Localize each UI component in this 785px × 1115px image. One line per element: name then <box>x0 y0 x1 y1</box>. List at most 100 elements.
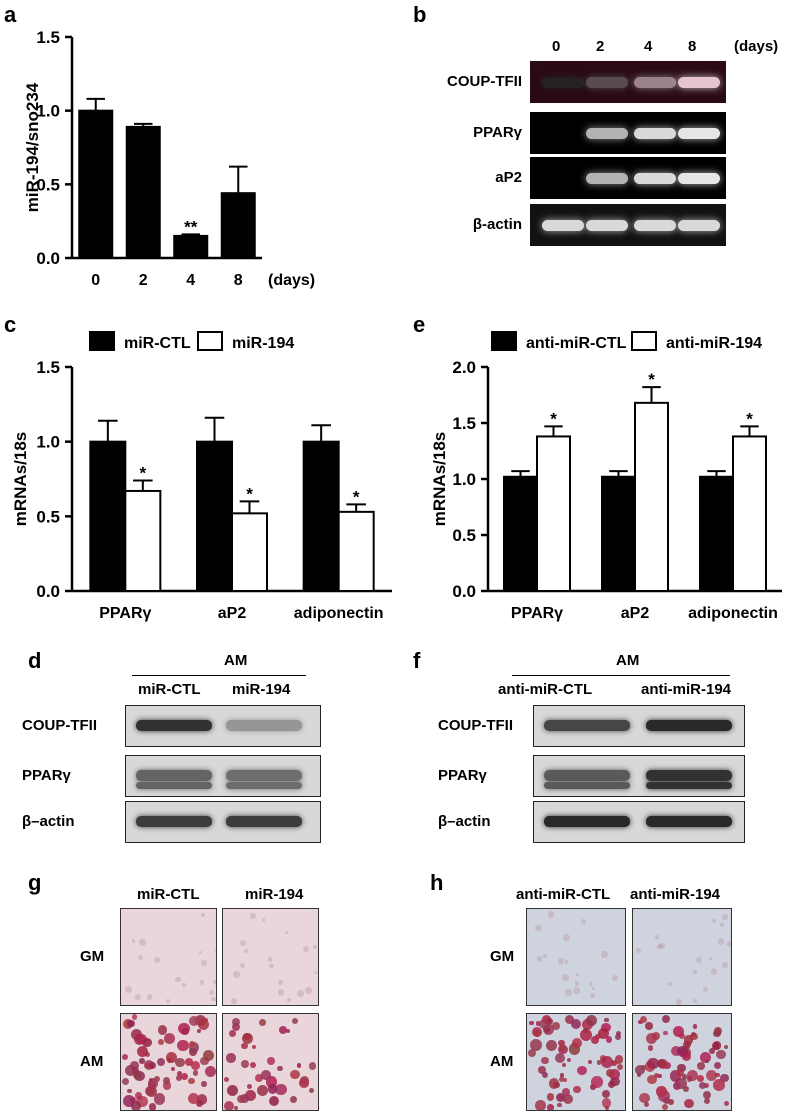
y-tick-label: 0.0 <box>36 582 60 601</box>
gel-band <box>678 128 720 139</box>
gel-strip <box>530 112 726 154</box>
x-tick-label: adiponectin <box>688 605 778 622</box>
blot-band <box>136 782 212 789</box>
blot-band <box>646 782 732 789</box>
blot-row-label: PPARγ <box>22 767 71 784</box>
bar <box>231 512 268 592</box>
bar <box>125 125 161 259</box>
legend-label: miR-194 <box>232 335 294 352</box>
blot-band <box>544 770 630 781</box>
gel-band <box>586 220 628 231</box>
blot-band <box>136 770 212 781</box>
bar <box>302 440 340 592</box>
gel-band <box>634 128 676 139</box>
stain-micrograph <box>120 1013 217 1111</box>
blot-strip <box>533 801 745 843</box>
y-axis-label: mRNAs/18s <box>11 432 30 527</box>
gel-band <box>678 220 720 231</box>
blot-band <box>226 720 302 731</box>
y-tick-label: 1.0 <box>36 433 60 452</box>
legend-label: miR-CTL <box>124 335 191 352</box>
gel-lane-label: 4 <box>644 38 653 55</box>
western-blot-d: AM miR-CTL miR-194 COUP-TFII PPARγ β–actin <box>0 650 400 843</box>
stain-column-label: anti-miR-CTL <box>516 886 611 903</box>
legend-label: anti-miR-194 <box>666 335 762 352</box>
blot-band <box>646 770 732 781</box>
x-tick-label: aP2 <box>218 605 247 622</box>
oil-red-o-stain-h: anti-miR-CTL anti-miR-194 GM AM <box>400 880 785 1115</box>
x-tick-label: 0 <box>91 272 100 289</box>
stain-micrograph <box>632 908 732 1006</box>
blot-row-label: COUP-TFII <box>22 717 97 734</box>
blot-lane-label: anti-miR-194 <box>641 681 732 698</box>
blot-group-label: AM <box>616 652 640 669</box>
blot-group-line <box>132 675 306 676</box>
blot-strip <box>533 705 745 747</box>
panel-label-b: b <box>413 2 427 27</box>
stain-row-label: AM <box>490 1053 514 1070</box>
y-tick-label: 0.5 <box>452 526 476 545</box>
blot-band <box>226 782 302 789</box>
y-tick-label: 1.5 <box>36 28 60 47</box>
gel-row-label: COUP-TFII <box>447 73 522 90</box>
blot-band <box>646 816 732 827</box>
panel-label-h: h <box>430 870 444 895</box>
significance-mark: ** <box>184 217 198 236</box>
blot-band <box>226 816 302 827</box>
oil-red-o-stain-g: miR-CTL miR-194 GM AM <box>0 880 400 1115</box>
y-tick-label: 0.5 <box>36 507 60 526</box>
gel-strip <box>530 61 726 103</box>
panel-label-d: d <box>28 648 42 673</box>
bar <box>732 435 767 592</box>
x-tick-label: PPARγ <box>99 605 151 622</box>
significance-mark: * <box>246 484 253 503</box>
blot-strip <box>125 705 321 747</box>
blot-band <box>544 720 630 731</box>
significance-mark: * <box>140 463 147 482</box>
bar <box>503 475 538 592</box>
stain-column-label: miR-CTL <box>137 886 200 903</box>
x-tick-label: 8 <box>234 272 243 289</box>
blot-group-label: AM <box>224 652 248 669</box>
gel-band <box>586 77 628 88</box>
legend-swatch <box>89 331 115 351</box>
x-tick-label: 4 <box>186 272 195 289</box>
legend-swatch <box>197 331 223 351</box>
panel-label-f: f <box>413 648 421 673</box>
gel-band <box>586 173 628 184</box>
blot-strip <box>125 801 321 843</box>
gel-b: 0 2 4 8 (days) COUP-TFII PPARγ aP2 β-actin <box>410 0 785 246</box>
gel-row-label: PPARγ <box>473 124 522 141</box>
legend-swatch <box>491 331 517 351</box>
blot-band <box>544 782 630 789</box>
gel-band <box>678 77 720 88</box>
x-tick-label: PPARγ <box>511 605 563 622</box>
blot-lane-label: anti-miR-CTL <box>498 681 593 698</box>
y-tick-label: 1.0 <box>36 102 60 121</box>
gel-band <box>678 173 720 184</box>
bar <box>699 475 734 592</box>
blot-row-label: PPARγ <box>438 767 487 784</box>
x-tick-label: aP2 <box>621 605 650 622</box>
stain-micrograph <box>120 908 217 1006</box>
bar <box>634 401 669 592</box>
stain-row-label: GM <box>80 948 105 965</box>
gel-lane-label: 8 <box>688 38 697 55</box>
panel-label-c: c <box>4 312 17 337</box>
legend-swatch <box>631 331 657 351</box>
gel-band <box>634 173 676 184</box>
blot-row-label: β–actin <box>22 813 75 830</box>
western-blot-f: AM anti-miR-CTL anti-miR-194 COUP-TFII PPARγ… <box>400 650 785 843</box>
bar <box>601 475 636 592</box>
blot-group-line <box>512 675 730 676</box>
bar <box>196 440 233 592</box>
chart-c: 0.0 0.5 1.0 1.5 mRNAs/18s PPARγ aP2 adiponectin… <box>11 331 392 622</box>
bar <box>78 109 114 259</box>
y-axis-label: miR-194/sno234 <box>23 82 42 212</box>
stain-micrograph <box>632 1013 732 1111</box>
bar <box>89 440 127 592</box>
gel-strip <box>530 157 726 199</box>
chart-e: 0.0 0.5 1.0 1.5 2.0 mRNAs/18s PPARγ aP2 adiponec… <box>430 331 782 622</box>
y-tick-label: 1.5 <box>36 358 60 377</box>
significance-mark: * <box>353 487 360 506</box>
